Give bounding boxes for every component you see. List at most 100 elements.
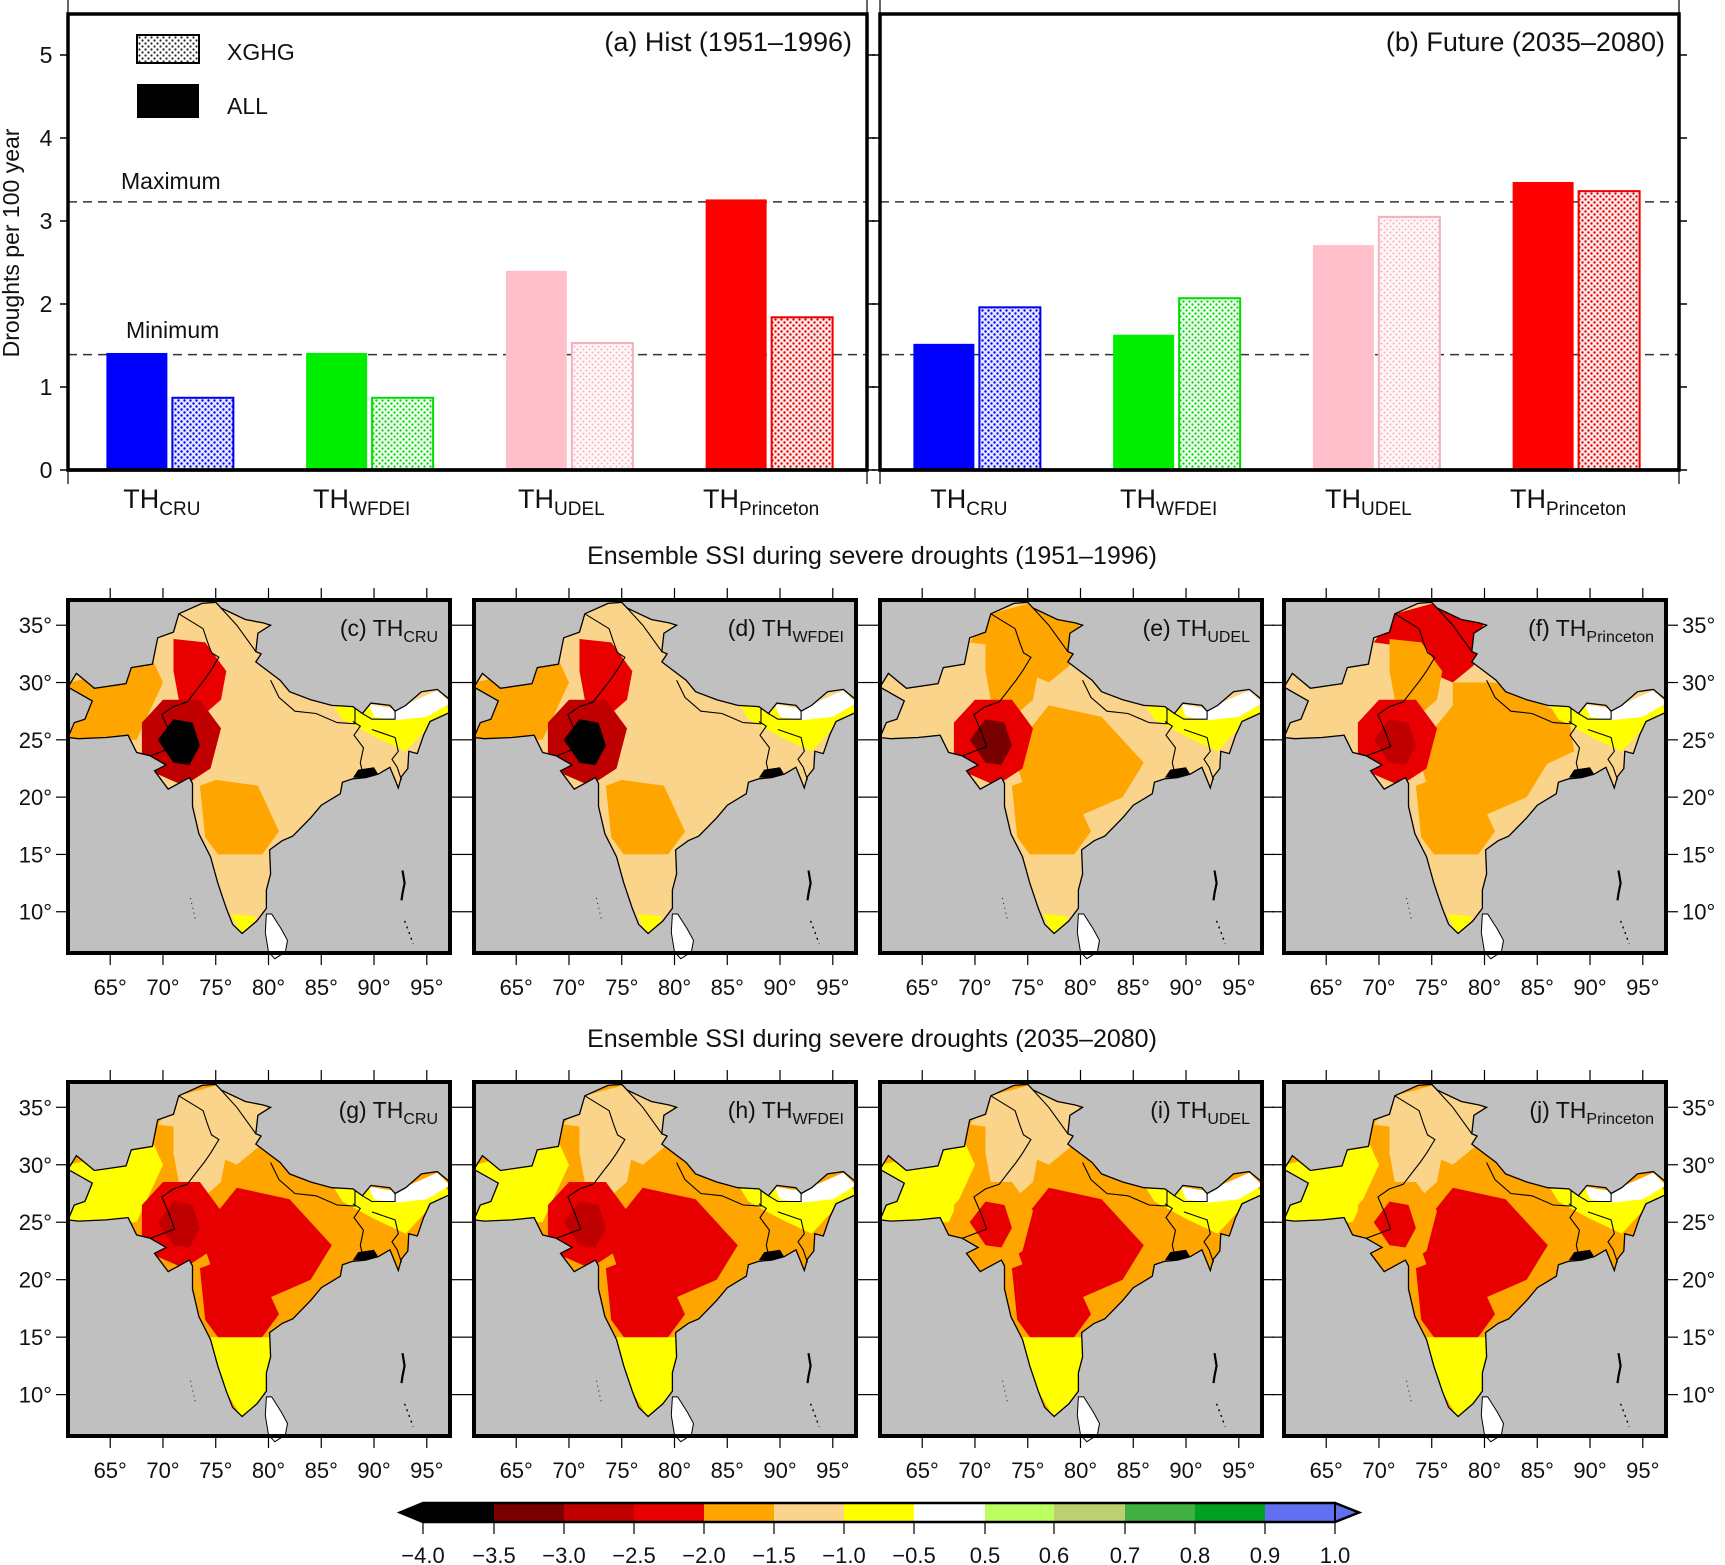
- ssi-region-deccan: [605, 1262, 685, 1349]
- map-panel-label-sub: CRU: [403, 1111, 438, 1128]
- lat-tick-label: 15°: [1682, 842, 1715, 867]
- ssi-region-north: [563, 1084, 675, 1165]
- ssi-region-deccan: [199, 779, 279, 866]
- colorbar-tick-label: −1.5: [752, 1543, 795, 1565]
- colorbar-tick-label: 0.5: [970, 1543, 1001, 1565]
- colorbar-tick-label: −1.0: [822, 1543, 865, 1565]
- x-tick-label-sub: WFDEI: [1156, 499, 1217, 520]
- legend: XGHG ALL: [136, 34, 295, 119]
- bar-all-princeton: [705, 199, 767, 471]
- ssi-region-deccan: [1415, 1262, 1495, 1349]
- lon-tick-label: 65°: [500, 1458, 533, 1483]
- country-border: [1436, 1089, 1473, 1135]
- country-border: [626, 1089, 663, 1135]
- lon-tick-label: 95°: [1626, 1458, 1659, 1483]
- lat-tick-label: 15°: [19, 842, 52, 867]
- andaman-islands: [400, 1353, 406, 1384]
- ssi-region-himalaya: [1180, 1172, 1262, 1203]
- country-border: [1082, 679, 1168, 725]
- ssi-region-himalaya: [368, 690, 450, 721]
- country-border: [768, 711, 802, 720]
- country-border: [962, 613, 1032, 757]
- delta-patch: [1164, 767, 1191, 778]
- lon-tick-label: 95°: [816, 1458, 849, 1483]
- ssi-region-north: [1373, 602, 1485, 683]
- colorbar-tick-label: 0.8: [1180, 1543, 1211, 1565]
- x-tick-label-sub: Princeton: [1546, 499, 1626, 520]
- lon-tick-label: 90°: [357, 975, 390, 1000]
- x-tick-label-base: TH: [1325, 484, 1361, 514]
- country-border: [270, 679, 356, 725]
- country-border: [1578, 1193, 1612, 1203]
- ssi-region-himalaya: [1584, 690, 1666, 721]
- lon-tick-label: 95°: [1222, 975, 1255, 1000]
- map-panel-label: (f) THPrinceton: [1528, 615, 1654, 646]
- lon-tick-label: 95°: [410, 1458, 443, 1483]
- ref-label-maximum: Maximum: [121, 168, 221, 194]
- coastline: [473, 601, 857, 935]
- x-tick-label: THPrinceton: [1510, 484, 1626, 520]
- map-frame: [1282, 1080, 1668, 1438]
- section-title-hist: Ensemble SSI during severe droughts (195…: [587, 542, 1157, 570]
- colorbar-tick-label: −4.0: [401, 1543, 444, 1565]
- country-border: [1568, 1203, 1581, 1260]
- colorbar-segment: [1195, 1503, 1265, 1522]
- x-tick-label-sub: WFDEI: [349, 499, 410, 520]
- andaman-islands: [400, 870, 406, 901]
- andaman-islands: [1212, 1353, 1218, 1384]
- ssi-region-himalaya: [368, 1172, 450, 1203]
- lat-tick-label: 25°: [1682, 728, 1715, 753]
- ssi-region-himalaya: [1584, 1172, 1666, 1203]
- country-border: [1578, 711, 1612, 720]
- map-panel-label: (i) THUDEL: [1150, 1097, 1250, 1128]
- lat-tick-label: 20°: [19, 1268, 52, 1293]
- lon-tick-label: 85°: [1117, 1458, 1150, 1483]
- x-tick-label-sub: CRU: [159, 499, 200, 520]
- bar-all-wfdei: [306, 352, 368, 470]
- lon-tick-label: 90°: [1573, 975, 1606, 1000]
- x-tick-label-sub: Princeton: [739, 499, 819, 520]
- map-panel-label-main: (e) TH: [1143, 615, 1208, 641]
- country-border: [758, 1203, 771, 1260]
- lon-tick-label: 75°: [199, 1458, 232, 1483]
- colorbar-tick-label: 1.0: [1320, 1543, 1351, 1565]
- x-tick-label-base: TH: [703, 484, 739, 514]
- lon-tick-label: 75°: [1011, 975, 1044, 1000]
- map-frame: [472, 1080, 858, 1438]
- y-tick-label: 0: [40, 457, 53, 483]
- bar-all-udel: [1312, 245, 1374, 470]
- colorbar-tick-label: −2.5: [612, 1543, 655, 1565]
- ssi-region-deccan: [199, 1262, 279, 1349]
- colorbar-segment: [844, 1503, 914, 1522]
- map-panel-f: (f) THPrinceton 65° 70° 75° 80° 85° 90° 95° 35° 3…: [1272, 588, 1715, 1000]
- country-border: [626, 607, 663, 652]
- ssi-region-south: [611, 1337, 680, 1417]
- lon-tick-label: 90°: [1573, 1458, 1606, 1483]
- lat-tick-label: 10°: [1682, 1383, 1715, 1408]
- y-axis-label: Droughts per 100 year: [0, 128, 24, 357]
- colorbar-tick-label: −3.0: [542, 1543, 585, 1565]
- country-border: [1032, 607, 1069, 652]
- lon-tick-label: 85°: [305, 1458, 338, 1483]
- country-border: [1183, 728, 1215, 781]
- country-border: [270, 1162, 356, 1207]
- lon-tick-label: 70°: [552, 1458, 585, 1483]
- ssi-region-south: [611, 854, 680, 934]
- panel-title: (b) Future (2035–2080): [1386, 27, 1665, 57]
- coastline: [67, 1083, 451, 1418]
- map-panel-label-main: (g) TH: [339, 1097, 404, 1123]
- coastline: [67, 601, 451, 935]
- coastline: [473, 1083, 857, 1418]
- lat-tick-label: 10°: [1682, 900, 1715, 925]
- map-panel-label: (e) THUDEL: [1143, 615, 1251, 646]
- lon-tick-label: 95°: [410, 975, 443, 1000]
- country-border: [150, 1095, 220, 1239]
- delta-patch: [1568, 767, 1595, 778]
- colorbar-segment: [634, 1503, 704, 1522]
- ssi-region-south: [1017, 854, 1086, 934]
- country-border: [1032, 1089, 1069, 1135]
- delta-patch: [758, 767, 785, 778]
- lat-tick-label: 20°: [1682, 785, 1715, 810]
- bar-all-wfdei: [1113, 334, 1175, 470]
- lon-tick-label: 65°: [94, 975, 127, 1000]
